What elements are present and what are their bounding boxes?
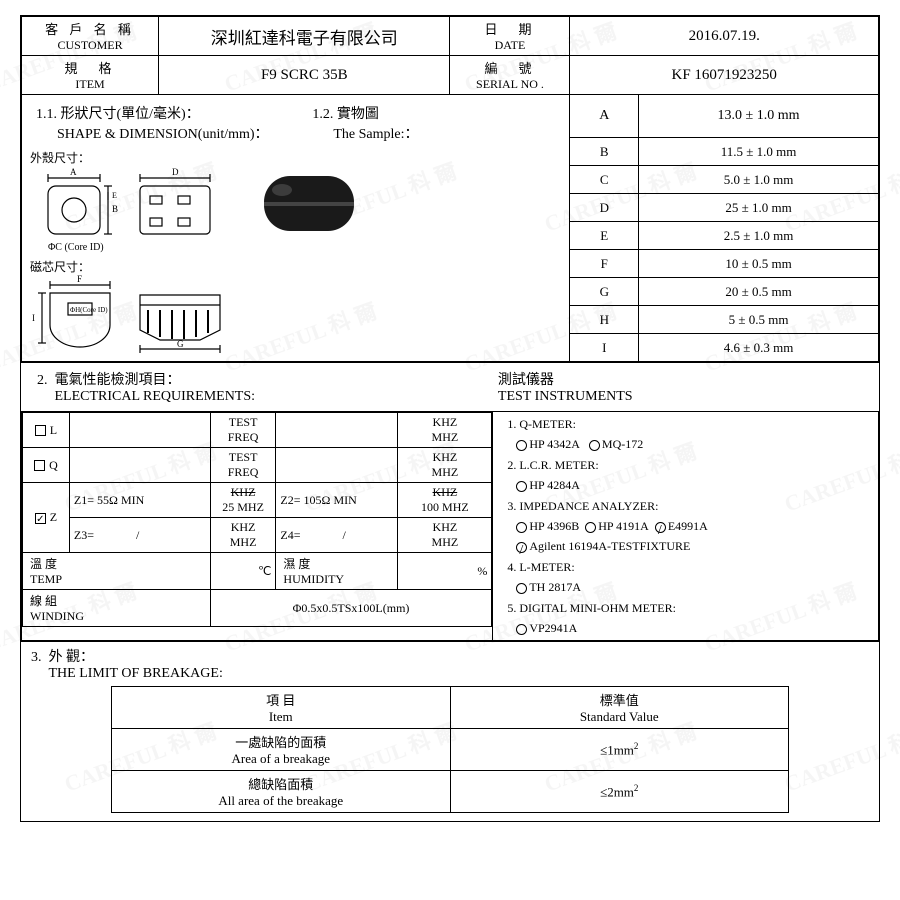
svg-text:ΦC (Core ID): ΦC (Core ID) [48,242,104,253]
svg-text:B: B [112,204,118,214]
svg-text:G: G [177,339,184,349]
shell-diagram: A B E D ΦC (Core ID) [30,166,230,256]
dim-val: 13.0 ± 1.0 mm [639,95,879,138]
checkbox-z [35,513,46,524]
spec-sheet: 客 戶 名 稱 CUSTOMER 深圳紅達科電子有限公司 日 期 DATE 20… [20,15,880,822]
item-value: F9 SCRC 35B [159,56,450,95]
customer-label-cn: 客 戶 名 稱 [28,19,152,38]
s12-en: The Sample:： [333,127,418,142]
header-table: 客 戶 名 稱 CUSTOMER 深圳紅達科電子有限公司 日 期 DATE 20… [21,16,879,95]
date-value: 2016.07.19. [570,17,879,56]
section2-header: 2. 電氣性能檢測項目： ELECTRICAL REQUIREMENTS: 測試… [21,362,879,411]
svg-text:ΦH(Core ID): ΦH(Core ID) [70,306,108,314]
serial-value: KF 16071923250 [570,56,879,95]
instruments-list: 1. Q-METER: HP 4342A MQ-172 2. L.C.R. ME… [499,414,872,638]
customer-label-en: CUSTOMER [28,38,152,53]
customer-value: 深圳紅達科電子有限公司 [159,17,450,56]
section2-body: L TEST FREQ KHZMHZ Q TEST FREQ KHZMHZ Z … [21,411,879,641]
core-diagram: ΦH(Core ID) F I G [30,275,250,355]
serial-label-en: SERIAL NO . [456,77,563,92]
date-label-cn: 日 期 [456,19,563,38]
svg-text:A: A [70,167,77,177]
checkbox-q [34,460,45,471]
core-label: 磁芯尺寸： [30,258,561,275]
breakage-table: 項 目Item 標準值Standard Value 一處缺陷的面積Area of… [111,686,789,813]
s11-cn: 形狀尺寸(單位/毫米)： [61,107,200,122]
svg-text:I: I [32,313,35,323]
svg-text:E: E [112,191,117,200]
checkbox-l [35,425,46,436]
s12-cn: 實物圖 [337,107,379,122]
section1-table: 1.1. 形狀尺寸(單位/毫米)： SHAPE & DIMENSION(unit… [21,95,879,362]
item-label-en: ITEM [28,77,152,92]
dim-key: A [570,95,639,138]
section3-header: 3. 外 觀： THE LIMIT OF BREAKAGE: [21,641,879,686]
svg-text:D: D [172,167,179,177]
item-label-cn: 規 格 [28,58,152,77]
svg-text:F: F [77,275,82,284]
serial-label-cn: 編 號 [456,58,563,77]
date-label-en: DATE [456,38,563,53]
shell-label: 外殼尺寸： [30,149,561,166]
s11-en: SHAPE & DIMENSION(unit/mm)： [57,127,269,142]
electrical-table: L TEST FREQ KHZMHZ Q TEST FREQ KHZMHZ Z … [22,412,492,627]
sample-photo [264,176,354,231]
